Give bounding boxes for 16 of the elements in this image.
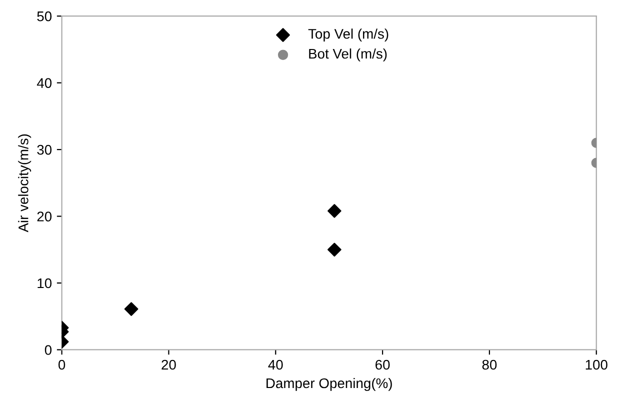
y-tick-label: 20 xyxy=(37,212,52,222)
x-tick-label: 20 xyxy=(162,360,176,370)
y-tick-label: 0 xyxy=(44,345,52,355)
x-tick-label: 80 xyxy=(482,360,497,370)
y-tick-label: 30 xyxy=(37,144,52,155)
x-tick-label: 60 xyxy=(376,360,390,370)
y-tick-label: 50 xyxy=(37,11,52,22)
x-tick-label: 0 xyxy=(58,360,66,370)
legend-label: Top Vel (m/s) xyxy=(308,28,388,42)
x-tick-label: 100 xyxy=(586,360,608,370)
y-tick-label: 40 xyxy=(36,78,52,88)
x-tick-label: 40 xyxy=(268,360,283,370)
y-tick-label: 10 xyxy=(38,278,52,288)
y-axis-title: Air velocity(m/s) xyxy=(18,134,32,232)
legend-label: Bot Vel (m/s) xyxy=(309,48,387,62)
x-axis-title: Damper Opening(%) xyxy=(266,378,392,391)
